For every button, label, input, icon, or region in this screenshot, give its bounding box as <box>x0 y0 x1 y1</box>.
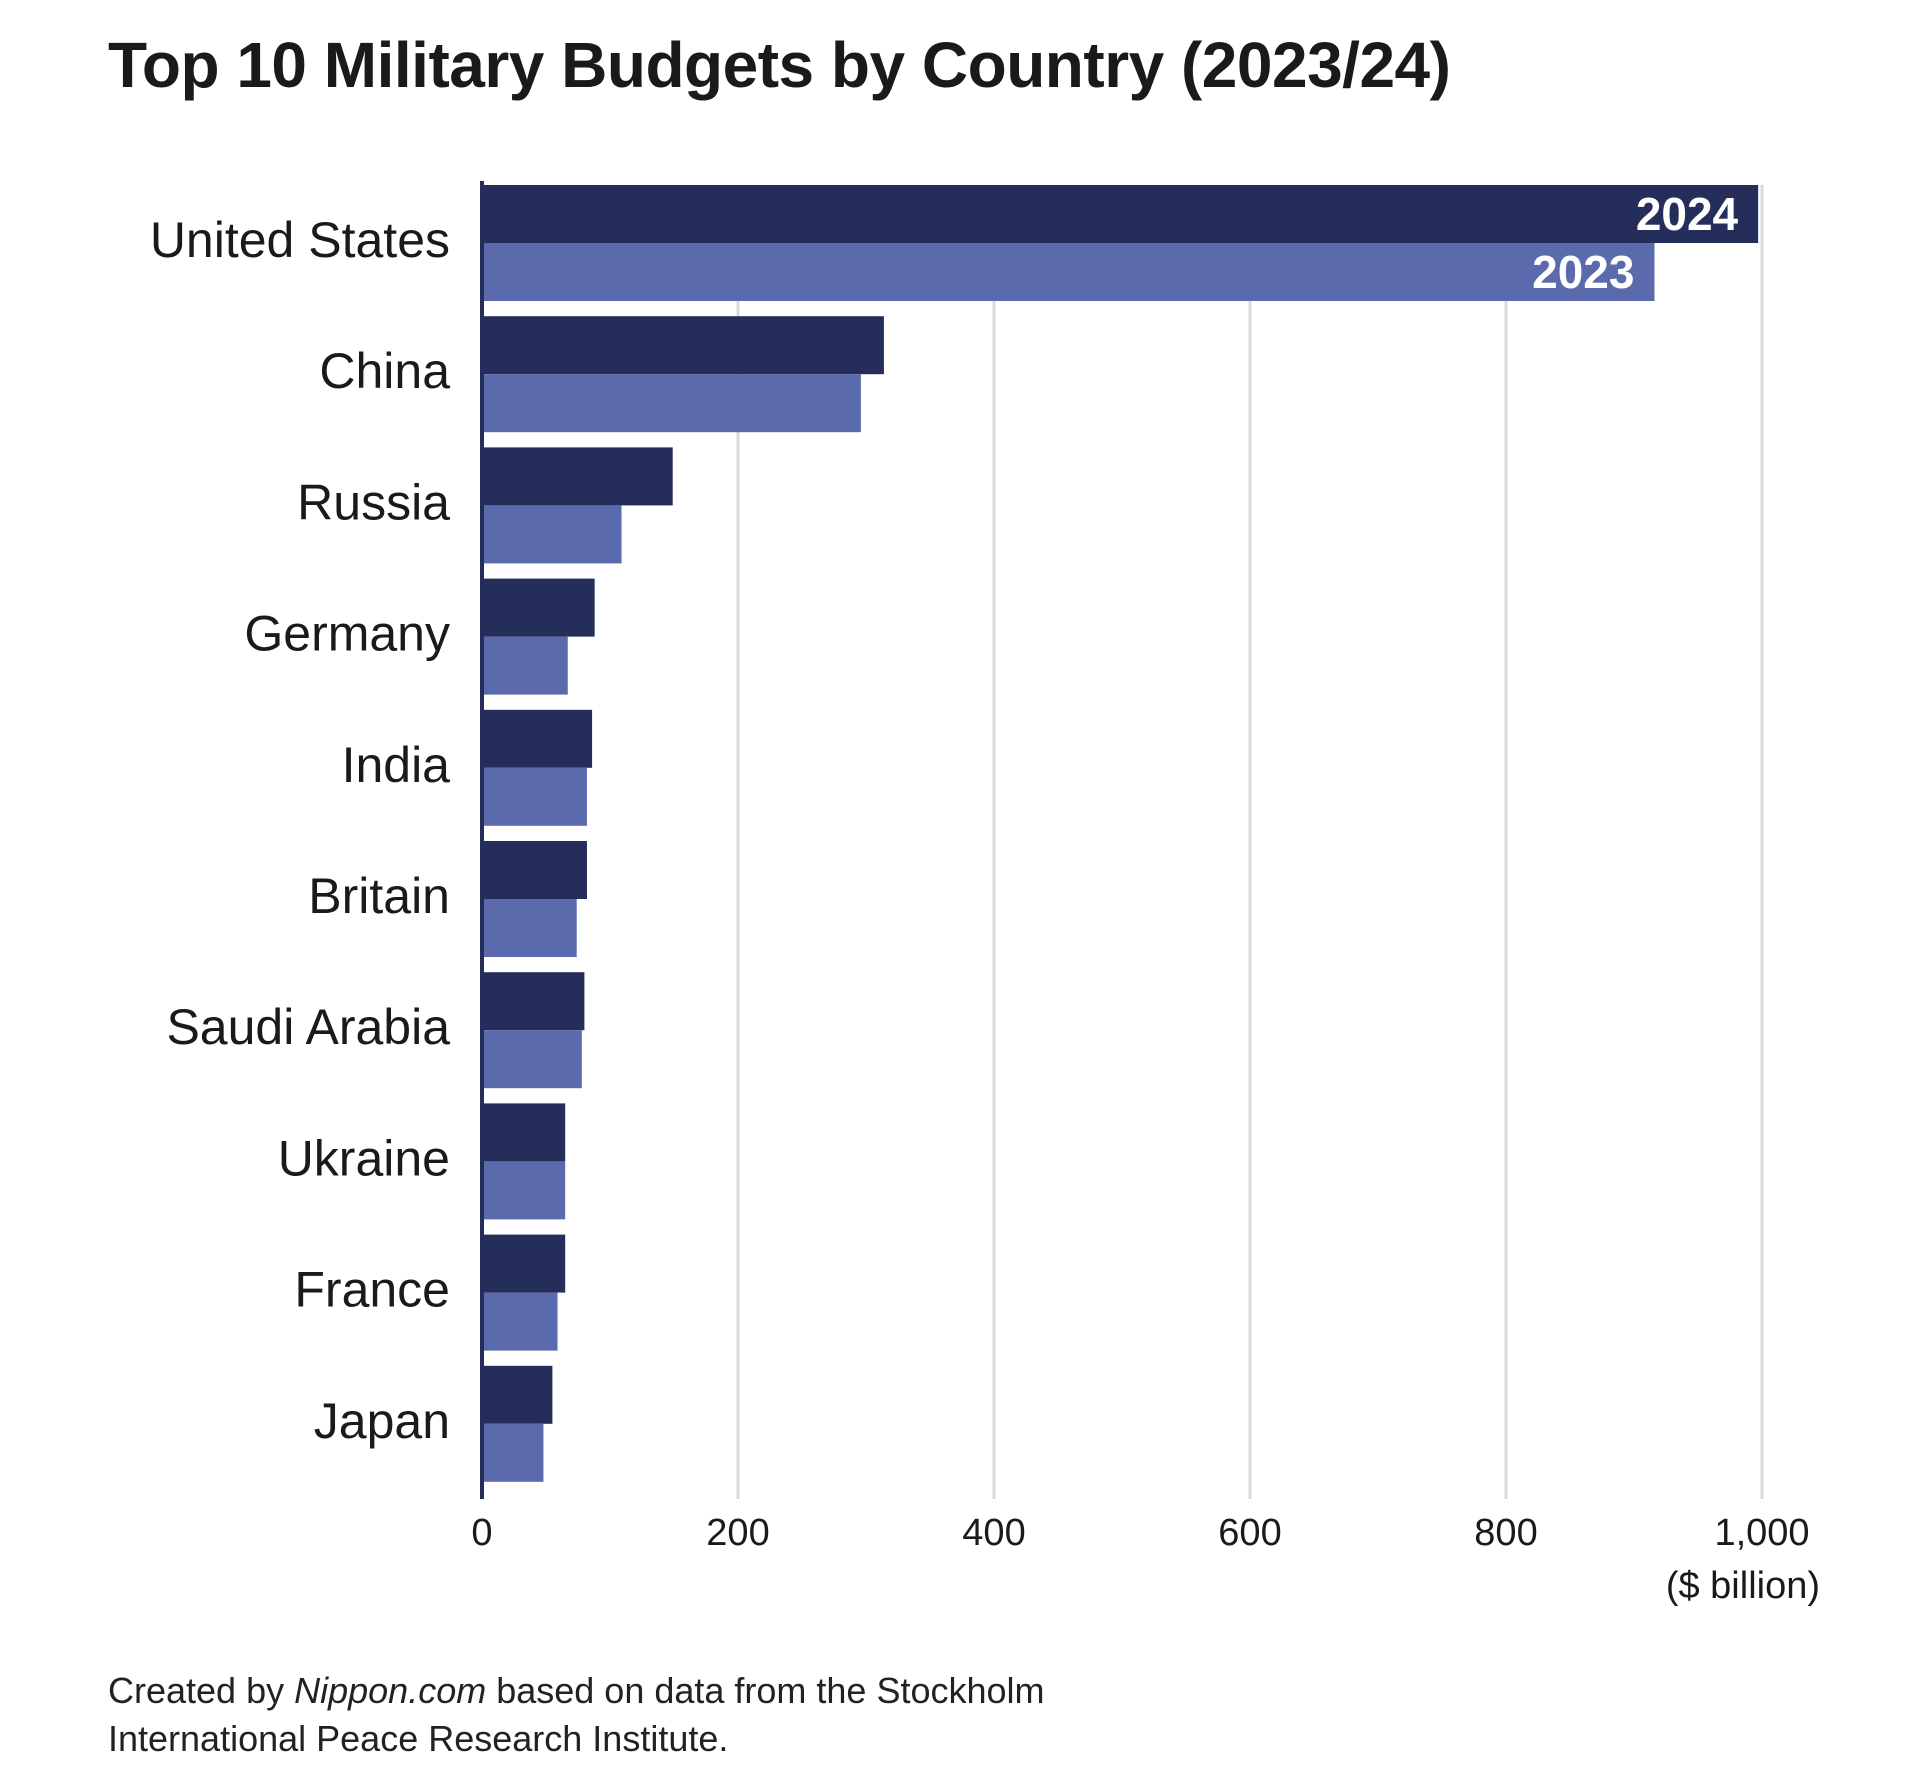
category-label: United States <box>150 212 450 268</box>
bar-2024 <box>482 185 1759 243</box>
bar-2023 <box>482 1161 566 1220</box>
grid-lines <box>736 185 1764 1499</box>
bar-2023 <box>482 1292 558 1351</box>
bar-2024 <box>482 578 595 637</box>
bar-2023 <box>482 1030 582 1089</box>
x-tick-label: 1,000 <box>1714 1512 1809 1554</box>
chart-title: Top 10 Military Budgets by Country (2023… <box>108 29 1451 101</box>
category-label: India <box>342 737 451 793</box>
category-label: Ukraine <box>278 1130 450 1186</box>
bar-2024 <box>482 1365 553 1424</box>
category-labels: United States China Russia Germany India Brit… <box>150 212 450 1449</box>
bar-2023 <box>482 767 587 826</box>
x-axis-ticks: 0 200 400 600 800 1,000 <box>471 1512 1809 1554</box>
x-tick-label: 600 <box>1218 1512 1281 1554</box>
x-tick-label: 200 <box>706 1512 769 1554</box>
x-tick-label: 800 <box>1474 1512 1537 1554</box>
x-tick-label: 400 <box>962 1512 1025 1554</box>
category-label: China <box>319 343 450 399</box>
bar-2024 <box>482 1103 566 1162</box>
legend-label-2023: 2023 <box>1532 246 1634 298</box>
bar-2023 <box>482 636 568 695</box>
x-axis-unit-label: ($ billion) <box>1666 1565 1820 1607</box>
bar-2024 <box>482 709 593 768</box>
bar-2024 <box>482 972 585 1031</box>
category-label: Germany <box>244 606 450 662</box>
bar-2024 <box>482 1234 566 1293</box>
bar-2023 <box>482 374 861 433</box>
source-note: Created by Nippon.com based on data from… <box>108 1667 1608 1763</box>
bar-2024 <box>482 316 884 375</box>
source-prefix: Created by <box>108 1670 295 1711</box>
bar-2023 <box>482 1423 544 1482</box>
bars <box>482 185 1759 1482</box>
category-label: Russia <box>297 474 450 530</box>
legend-label-2024: 2024 <box>1636 188 1739 240</box>
bar-2024 <box>482 447 673 506</box>
bar-2023 <box>482 505 622 564</box>
source-publisher: Nippon.com <box>294 1670 487 1711</box>
bar-2023 <box>482 899 577 957</box>
category-label: France <box>294 1262 450 1318</box>
bar-2023 <box>482 243 1655 301</box>
source-line2: International Peace Research Institute. <box>108 1718 729 1759</box>
source-suffix: based on data from the Stockholm <box>486 1670 1045 1711</box>
category-label: Britain <box>308 868 450 924</box>
bar-chart: United States China Russia Germany India Brit… <box>150 181 1820 1607</box>
category-label: Saudi Arabia <box>166 999 450 1055</box>
category-label: Japan <box>314 1393 450 1449</box>
bar-2024 <box>482 841 587 899</box>
x-tick-label: 0 <box>471 1512 492 1554</box>
